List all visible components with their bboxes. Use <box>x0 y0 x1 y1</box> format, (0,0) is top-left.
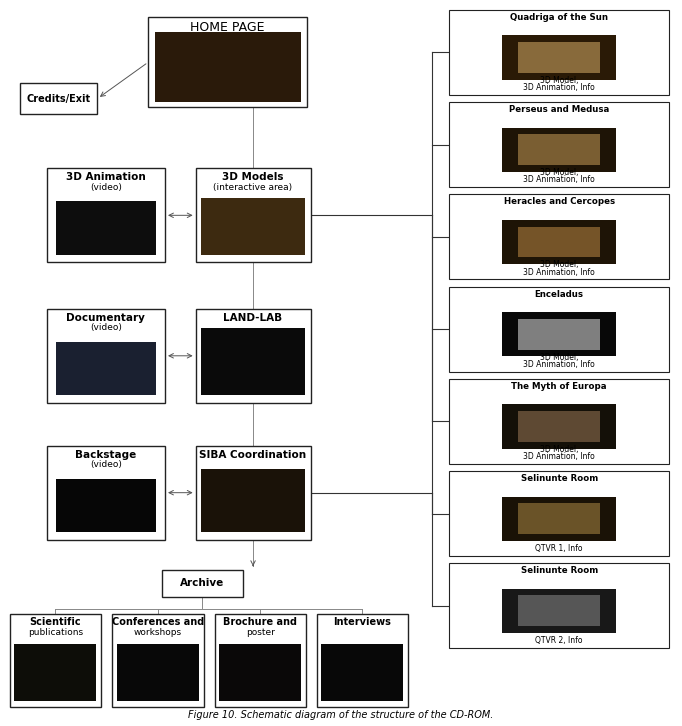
Text: 3D Model,: 3D Model, <box>540 168 578 177</box>
Text: Quadriga of the Sun: Quadriga of the Sun <box>510 13 608 22</box>
FancyBboxPatch shape <box>196 446 310 539</box>
FancyBboxPatch shape <box>518 319 600 350</box>
Text: 3D Model,: 3D Model, <box>540 353 578 362</box>
FancyBboxPatch shape <box>56 201 155 255</box>
FancyBboxPatch shape <box>316 613 408 707</box>
FancyBboxPatch shape <box>518 134 600 166</box>
FancyBboxPatch shape <box>321 644 403 701</box>
Text: 3D Animation, Info: 3D Animation, Info <box>523 176 595 184</box>
Text: Documentary: Documentary <box>67 313 145 323</box>
Text: QTVR 2, Info: QTVR 2, Info <box>535 637 583 645</box>
Text: publications: publications <box>28 628 83 637</box>
Text: Credits/Exit: Credits/Exit <box>27 94 91 104</box>
FancyBboxPatch shape <box>56 342 155 395</box>
FancyBboxPatch shape <box>196 168 310 262</box>
Text: Scientific: Scientific <box>29 617 81 627</box>
Text: (video): (video) <box>90 182 122 192</box>
FancyBboxPatch shape <box>518 411 600 442</box>
Text: 3D Animation, Info: 3D Animation, Info <box>523 83 595 92</box>
FancyBboxPatch shape <box>162 570 243 597</box>
Text: HOME PAGE: HOME PAGE <box>190 21 265 34</box>
FancyBboxPatch shape <box>502 220 617 264</box>
FancyBboxPatch shape <box>47 309 165 403</box>
FancyBboxPatch shape <box>502 128 617 172</box>
Text: Conferences and: Conferences and <box>112 617 204 627</box>
Text: Perseus and Medusa: Perseus and Medusa <box>509 105 609 114</box>
FancyBboxPatch shape <box>518 595 600 627</box>
FancyBboxPatch shape <box>117 644 199 701</box>
Text: 3D Animation: 3D Animation <box>66 172 146 182</box>
Text: The Myth of Europa: The Myth of Europa <box>512 382 607 391</box>
FancyBboxPatch shape <box>449 195 669 280</box>
FancyBboxPatch shape <box>502 404 617 449</box>
Text: poster: poster <box>246 628 275 637</box>
Text: Archive: Archive <box>180 579 224 589</box>
Text: workshops: workshops <box>134 628 182 637</box>
FancyBboxPatch shape <box>14 644 96 701</box>
FancyBboxPatch shape <box>449 10 669 95</box>
FancyBboxPatch shape <box>155 32 301 102</box>
FancyBboxPatch shape <box>449 287 669 372</box>
Text: 3D Model,: 3D Model, <box>540 76 578 85</box>
FancyBboxPatch shape <box>518 42 600 73</box>
Text: (video): (video) <box>90 323 122 332</box>
FancyBboxPatch shape <box>20 83 98 115</box>
FancyBboxPatch shape <box>201 469 305 532</box>
FancyBboxPatch shape <box>113 613 204 707</box>
FancyBboxPatch shape <box>56 478 155 532</box>
Text: 3D Animation, Info: 3D Animation, Info <box>523 268 595 277</box>
Text: Interviews: Interviews <box>333 617 391 627</box>
FancyBboxPatch shape <box>518 503 600 534</box>
Text: (interactive area): (interactive area) <box>213 182 293 192</box>
Text: (video): (video) <box>90 460 122 469</box>
FancyBboxPatch shape <box>502 497 617 541</box>
Text: SIBA Coordination: SIBA Coordination <box>200 449 307 460</box>
FancyBboxPatch shape <box>215 613 306 707</box>
FancyBboxPatch shape <box>10 613 101 707</box>
Text: Brochure and: Brochure and <box>223 617 297 627</box>
Text: 3D Animation, Info: 3D Animation, Info <box>523 360 595 369</box>
FancyBboxPatch shape <box>201 198 305 255</box>
Text: 3D Model,: 3D Model, <box>540 261 578 269</box>
FancyBboxPatch shape <box>449 379 669 464</box>
Text: Selinunte Room: Selinunte Room <box>520 566 598 575</box>
FancyBboxPatch shape <box>449 471 669 556</box>
FancyBboxPatch shape <box>502 36 617 80</box>
FancyBboxPatch shape <box>148 17 307 107</box>
Text: Backstage: Backstage <box>75 449 136 460</box>
FancyBboxPatch shape <box>201 327 305 395</box>
FancyBboxPatch shape <box>219 644 301 701</box>
FancyBboxPatch shape <box>196 309 310 403</box>
Text: Figure 10. Schematic diagram of the structure of the CD-ROM.: Figure 10. Schematic diagram of the stru… <box>188 709 494 719</box>
Text: Selinunte Room: Selinunte Room <box>520 474 598 483</box>
FancyBboxPatch shape <box>449 102 669 187</box>
FancyBboxPatch shape <box>449 563 669 648</box>
FancyBboxPatch shape <box>502 312 617 356</box>
Text: Enceladus: Enceladus <box>535 290 584 298</box>
FancyBboxPatch shape <box>47 446 165 539</box>
Text: 3D Models: 3D Models <box>222 172 284 182</box>
Text: 3D Animation, Info: 3D Animation, Info <box>523 452 595 461</box>
Text: 3D Model,: 3D Model, <box>540 445 578 454</box>
FancyBboxPatch shape <box>518 227 600 258</box>
Text: LAND-LAB: LAND-LAB <box>224 313 282 323</box>
FancyBboxPatch shape <box>47 168 165 262</box>
Text: Heracles and Cercopes: Heracles and Cercopes <box>503 197 614 206</box>
FancyBboxPatch shape <box>502 589 617 633</box>
Text: QTVR 1, Info: QTVR 1, Info <box>535 544 583 553</box>
